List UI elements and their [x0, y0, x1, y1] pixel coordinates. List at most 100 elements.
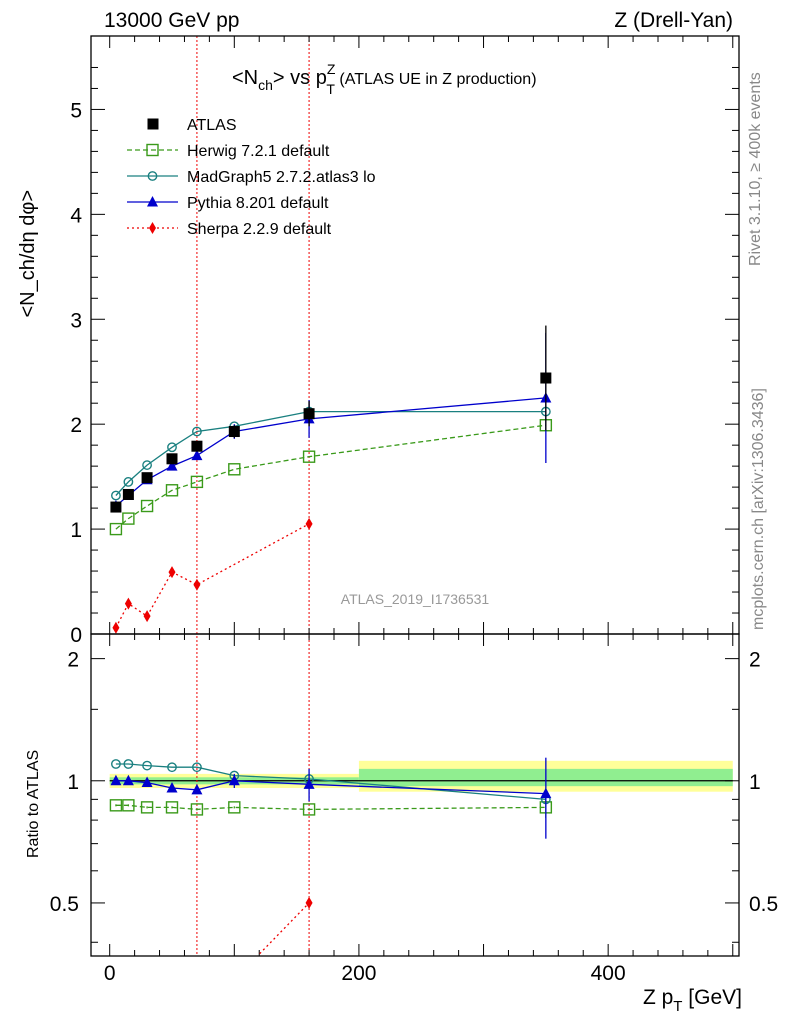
main-series-pythia	[110, 332, 552, 511]
y-axis-label-main: <N_ch/dη dφ>	[17, 190, 39, 318]
legend-label-sherpa: Sherpa 2.2.9 default	[187, 221, 332, 238]
x-tick-label: 400	[591, 962, 626, 985]
main-series-sherpa-point	[168, 566, 176, 579]
x-axis-label: Z pT [GeV]	[643, 986, 742, 1015]
ratio-series-herwig-point	[140, 801, 154, 814]
x-tick-label: 200	[341, 962, 376, 985]
ratio-series-herwig-point	[122, 799, 135, 812]
ratio-series-pythia-point	[122, 774, 134, 786]
ratio-series-pythia-point	[110, 774, 122, 786]
main-series-herwig-point	[140, 499, 154, 513]
ratio-uncertainty-bands	[109, 760, 733, 792]
main-series-atlas-point	[228, 426, 240, 438]
main-series-atlas-point	[110, 501, 122, 513]
legend-marker-sherpa	[149, 222, 156, 234]
main-series-herwig-point	[190, 475, 204, 489]
legend-label-madgraph: MadGraph5 2.7.2.atlas3 lo	[187, 169, 376, 186]
main-series-madgraph-point	[123, 476, 134, 487]
main-series-pythia-point	[191, 449, 203, 461]
main-series-herwig-point	[109, 522, 123, 536]
ratio-panel-frame	[90, 633, 740, 957]
y-tick-label-ratio-left: 1	[67, 771, 79, 794]
ratio-series-sherpa-point	[305, 896, 313, 909]
legend-marker-pythia	[147, 196, 158, 207]
ratio-series-madgraph-line	[115, 763, 546, 801]
ratio-series-sherpa-line	[256, 902, 310, 956]
main-series-herwig-point	[122, 512, 135, 525]
main-series-madgraph-line	[115, 410, 546, 496]
main-series-herwig-point	[302, 450, 316, 463]
ratio-series-pythia-point	[191, 783, 203, 795]
ratio-series-madgraph-point	[142, 760, 152, 771]
y-tick-label-main: 3	[70, 309, 82, 332]
main-series-atlas	[110, 325, 552, 513]
y-tick-label-ratio-left: 0.5	[50, 893, 79, 916]
main-series-atlas-point	[540, 372, 552, 384]
bin-edge-lines	[196, 36, 310, 956]
ratio-series-pythia-point	[540, 787, 552, 799]
main-series-herwig	[109, 419, 553, 536]
ratio-series-herwig-point	[190, 803, 204, 816]
main-series-layer	[109, 325, 553, 634]
main-series-sherpa-point	[143, 610, 151, 623]
y-tick-label-ratio-left: 2	[67, 649, 79, 672]
legend-label-pythia: Pythia 8.201 default	[187, 195, 329, 212]
main-series-madgraph-point	[142, 460, 152, 470]
main-series-sherpa-line	[115, 523, 310, 628]
ratio-series-pythia-point	[228, 774, 240, 786]
mcplots-label: mcplots.cern.ch [arXiv:1306.3436]	[750, 388, 767, 630]
main-series-sherpa-point	[124, 597, 132, 610]
y-tick-label-main: 2	[70, 414, 82, 437]
main-series-madgraph-point	[111, 490, 121, 501]
main-series-madgraph-point	[167, 442, 177, 453]
main-series-sherpa-point	[112, 621, 120, 634]
main-series-pythia-line	[115, 397, 546, 507]
y-tick-label-ratio-right: 0.5	[749, 893, 778, 916]
main-series-sherpa-point	[305, 517, 313, 530]
y-tick-label-main: 1	[70, 519, 82, 542]
y-tick-label-main: 0	[70, 624, 82, 647]
analysis-watermark: ATLAS_2019_I1736531	[341, 591, 490, 607]
ratio-series-pythia-point	[166, 781, 178, 793]
y-tick-label-main: 5	[70, 99, 82, 122]
ratio-series-herwig-point	[165, 801, 179, 814]
x-tick-label: 0	[104, 962, 116, 985]
main-series-sherpa	[112, 517, 313, 634]
legend-label-atlas: ATLAS	[187, 117, 237, 134]
plot-title: <Nch> vs pZ T (ATLAS UE in Z production)	[232, 61, 537, 97]
rivet-version-label: Rivet 3.1.10, ≥ 400k events	[747, 72, 764, 266]
ratio-series-layer	[109, 757, 553, 1024]
process-label: Z (Drell-Yan)	[614, 9, 733, 32]
ratio-series-herwig-line	[115, 804, 546, 811]
main-series-atlas-point	[303, 408, 315, 420]
ratio-series-pythia	[110, 757, 552, 839]
y-tick-label-main: 4	[70, 204, 82, 227]
main-series-pythia-point	[166, 460, 178, 471]
main-series-madgraph-point	[192, 426, 202, 437]
ratio-series-herwig-point	[302, 803, 316, 816]
main-series-atlas-point	[122, 488, 134, 500]
ratio-series-madgraph-point	[192, 762, 202, 773]
ratio-series-herwig-point	[228, 801, 241, 814]
ratio-series-madgraph-point	[167, 762, 177, 773]
y-tick-label-ratio-right: 2	[749, 649, 761, 672]
main-series-sherpa-point	[193, 578, 201, 591]
legend-marker-madgraph	[147, 171, 158, 181]
ratio-series-herwig-point	[109, 799, 123, 812]
main-series-atlas-point	[191, 440, 203, 452]
legend-marker-atlas	[147, 118, 159, 130]
main-series-herwig-point	[165, 484, 179, 497]
legend-label-herwig: Herwig 7.2.1 default	[187, 143, 330, 160]
energy-label: 13000 GeV pp	[104, 9, 239, 32]
ratio-series-sherpa-point	[193, 1012, 200, 1024]
ratio-series-pythia-point	[141, 776, 153, 788]
main-series-herwig-point	[228, 463, 241, 476]
ratio-series-madgraph-point	[111, 759, 121, 769]
y-tick-label-ratio-right: 1	[749, 771, 761, 794]
main-series-atlas-point	[141, 472, 153, 484]
main-series-herwig-line	[115, 424, 546, 530]
legend-marker-herwig	[146, 143, 159, 157]
legend: ATLAS Herwig 7.2.1 default MadGraph5 2.7.2…	[127, 117, 376, 238]
